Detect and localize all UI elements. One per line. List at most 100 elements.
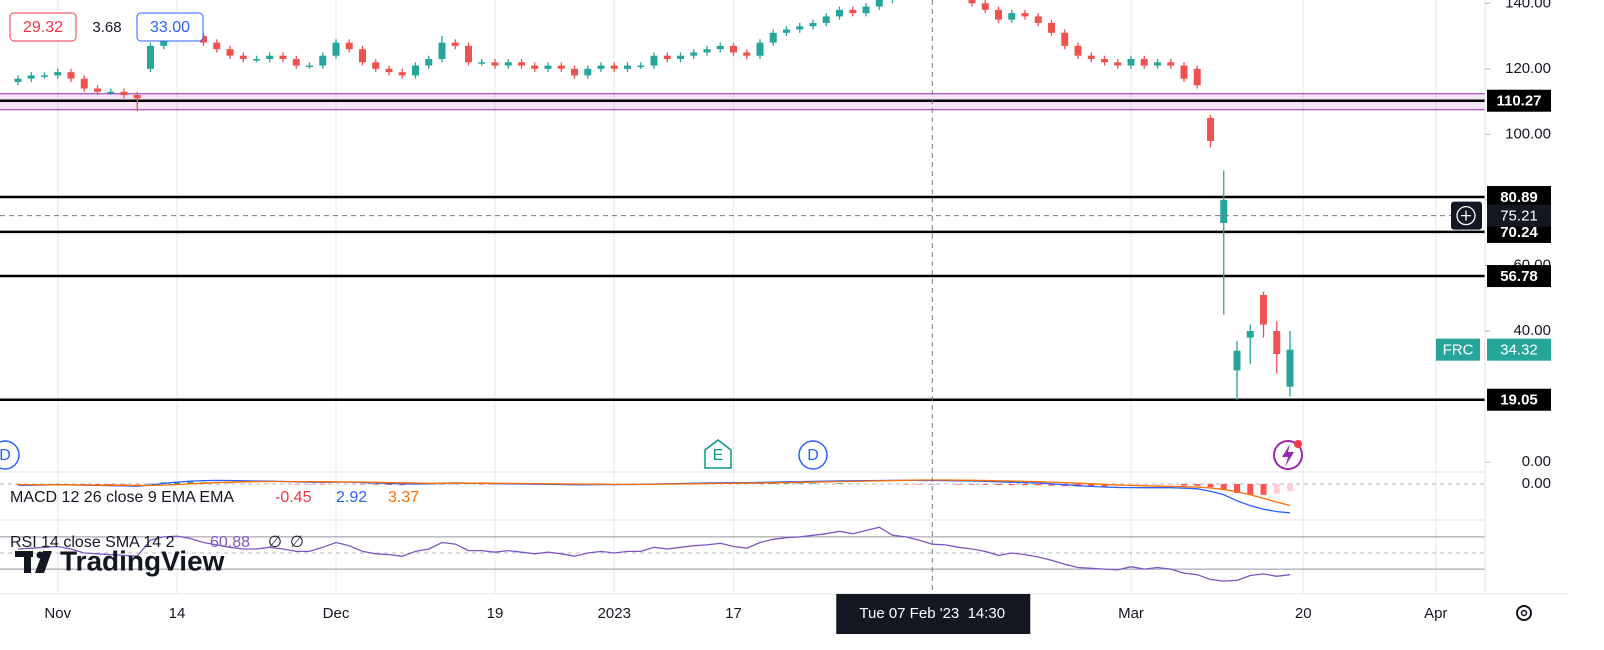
macd-histogram — [902, 484, 909, 485]
macd-histogram — [107, 484, 114, 485]
alert-bolt — [1282, 444, 1294, 467]
candle-body — [345, 42, 353, 50]
candle-body — [465, 45, 472, 63]
settings-icon[interactable] — [1516, 605, 1532, 621]
candle-body — [968, 0, 976, 4]
candle-body — [319, 55, 327, 66]
candle-body — [133, 95, 141, 99]
candle-body — [491, 62, 499, 66]
macd-histogram — [823, 483, 830, 484]
macd-histogram — [1260, 484, 1267, 495]
candle-body — [862, 6, 870, 14]
y-tick-label: 140.00 — [1505, 0, 1551, 11]
gear[interactable] — [1516, 605, 1532, 621]
candle-body — [690, 52, 698, 56]
event-marker[interactable] — [704, 439, 732, 469]
macd-histogram — [452, 483, 459, 485]
gear-center — [1520, 609, 1528, 617]
candle-body — [544, 65, 552, 69]
candle-body — [995, 9, 1002, 20]
rsi-extra: ∅ — [290, 534, 304, 551]
watermark: TradingView — [60, 545, 225, 576]
macd-histogram — [1234, 484, 1240, 493]
level-label: 80.89 — [1500, 189, 1538, 206]
logo-stem — [24, 551, 31, 573]
candle-body — [67, 72, 75, 79]
macd-histogram — [134, 484, 141, 485]
macd-histogram — [955, 484, 962, 485]
candle-body — [1207, 118, 1214, 141]
logo-v — [35, 551, 52, 573]
candle-body — [14, 78, 22, 82]
macd-histogram — [836, 483, 843, 484]
macd-histogram — [1035, 484, 1042, 486]
candle-body — [637, 65, 645, 68]
macd-histogram — [240, 482, 247, 484]
candle-body — [200, 36, 207, 43]
event-label: E — [713, 447, 724, 464]
ask-box[interactable] — [136, 12, 204, 42]
candle-body — [677, 55, 684, 59]
candle-body — [27, 75, 35, 79]
crosshair-time: Tue 07 Feb '23 14:30 — [859, 605, 1005, 622]
candle-body — [716, 45, 724, 50]
level-label: 70.24 — [1500, 224, 1538, 241]
x-tick-label: 14 — [169, 605, 186, 622]
event-label: D — [0, 447, 11, 464]
rsi-value: 60.88 — [210, 534, 250, 551]
candle-body — [1286, 349, 1294, 387]
macd-histogram — [439, 484, 445, 485]
candle-body — [796, 26, 804, 30]
candle-body — [41, 75, 48, 77]
candle-body — [1233, 350, 1241, 371]
candle-body — [54, 72, 62, 76]
macd-histogram — [187, 481, 194, 484]
macd-histogram — [1273, 484, 1280, 494]
candle-body — [571, 68, 578, 76]
macd-histogram — [969, 484, 975, 485]
macd-histogram — [121, 484, 127, 485]
grid — [0, 0, 1485, 594]
candle-body — [1008, 13, 1016, 20]
candle-body — [292, 59, 300, 66]
candle-body — [372, 62, 380, 69]
candle-body — [756, 42, 764, 56]
candle-body — [1180, 65, 1188, 79]
macd-label: MACD 12 26 close 9 EMA EMA — [10, 489, 234, 506]
y-tick-label: 40.00 — [1513, 322, 1551, 339]
candle-body — [120, 91, 128, 96]
candle-body — [398, 72, 406, 76]
candle-body — [557, 65, 565, 69]
event-marker[interactable] — [798, 440, 828, 470]
macd-histogram — [253, 483, 260, 484]
candle-body — [332, 42, 340, 56]
macd-histogram — [1088, 484, 1095, 487]
x-tick-label: Nov — [44, 605, 71, 622]
candle-body — [1154, 62, 1161, 66]
x-tick-label: Mar — [1118, 605, 1144, 622]
candle-body — [822, 16, 830, 23]
crosshair-plus-sign — [1461, 210, 1471, 221]
candle-body — [1193, 68, 1201, 86]
candle-body — [412, 65, 419, 76]
macd-histogram — [1220, 484, 1227, 490]
macd-histogram — [783, 483, 790, 484]
candle-body — [1048, 22, 1055, 33]
event-marker[interactable] — [0, 440, 20, 470]
macd-histogram — [465, 484, 472, 485]
level-label: 56.78 — [1500, 268, 1538, 285]
bid: 29.32 — [23, 19, 63, 36]
x-tick-label: 19 — [487, 605, 504, 622]
macd-histogram — [849, 483, 856, 484]
macd-histogram — [15, 484, 21, 485]
candle-body — [1273, 331, 1281, 354]
alert-dot — [1294, 440, 1302, 448]
candle-body — [1127, 59, 1135, 66]
candle-body — [809, 22, 817, 27]
candle-body — [849, 9, 857, 14]
level-label: 110.27 — [1496, 93, 1541, 110]
x-tick-label: Dec — [323, 605, 350, 622]
macd-histogram — [386, 484, 392, 485]
